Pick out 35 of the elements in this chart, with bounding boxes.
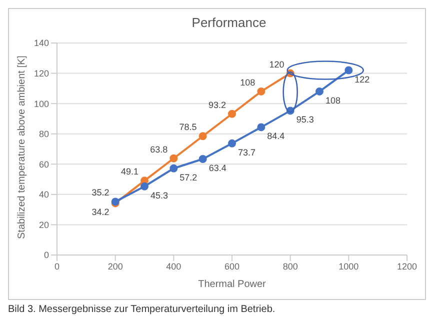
data-label: 95.3 (296, 114, 314, 125)
data-label: 34.2 (92, 207, 110, 218)
y-tick-label: 100 (34, 98, 49, 109)
data-label: 63.4 (208, 162, 226, 173)
data-label: 93.2 (208, 100, 226, 110)
chart-title: Performance (190, 15, 268, 30)
x-tick-label: 600 (224, 261, 240, 272)
data-label: 122 (354, 74, 370, 84)
data-label: 108 (326, 95, 341, 106)
data-label: 120 (269, 59, 284, 70)
x-tick-label: 800 (282, 261, 298, 272)
data-label: 108 (240, 77, 256, 88)
x-tick-label: 200 (108, 261, 123, 272)
data-label: 73.7 (238, 147, 256, 158)
y-tick-label: 120 (34, 68, 49, 78)
y-tick-label: 60 (38, 159, 49, 170)
data-label: 84.4 (267, 131, 285, 142)
x-tick-label: 400 (166, 261, 182, 272)
y-tick-label: 0 (44, 250, 49, 260)
data-label: 35.2 (92, 188, 110, 198)
y-tick-label: 40 (38, 190, 49, 200)
data-label: 57.2 (180, 172, 198, 182)
x-tick-label: 0 (54, 261, 60, 272)
y-tick-label: 20 (38, 220, 49, 230)
data-label: 49.1 (120, 166, 138, 177)
y-tick-label: 140 (34, 38, 49, 48)
x-tick-label: 1000 (338, 261, 359, 272)
x-tick-label: 1200 (396, 261, 418, 272)
data-label: 45.3 (150, 190, 168, 200)
text: Bild 3. Messergebnisse zur Temperaturverteilung im Betrieb. (8, 304, 276, 315)
x-axis-title: Thermal Power (198, 279, 267, 290)
y-tick-label: 80 (38, 129, 49, 140)
data-label: 63.8 (150, 144, 168, 154)
data-label: 78.5 (179, 122, 197, 132)
y-axis-title: Stabilized temperature above ambient [K] (16, 55, 28, 239)
